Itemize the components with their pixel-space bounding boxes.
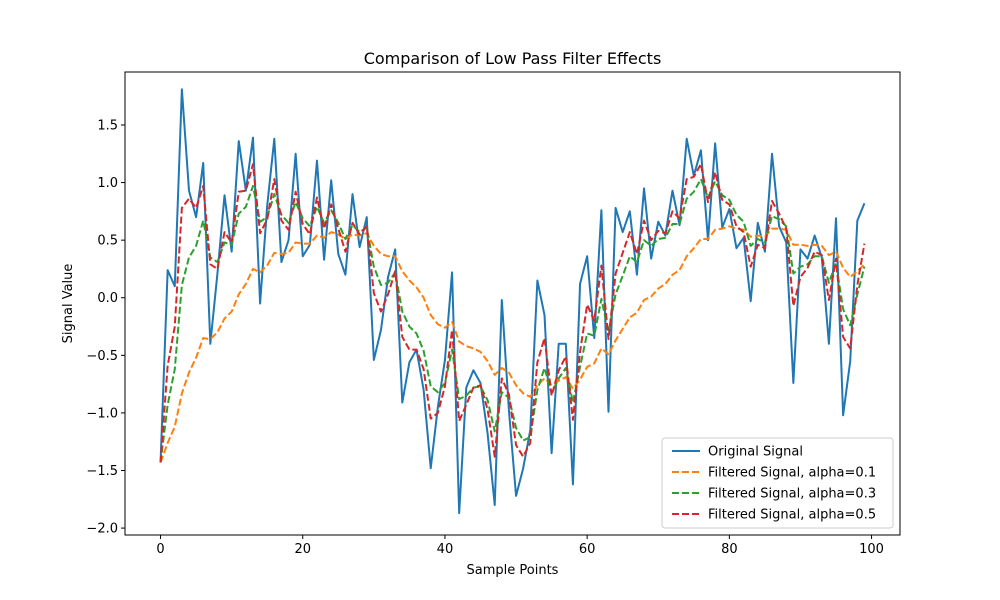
y-tick-label: 1.5 <box>97 118 118 133</box>
y-tick-label: −2.0 <box>86 522 118 537</box>
chart-title: Comparison of Low Pass Filter Effects <box>364 49 662 68</box>
legend-label-1: Original Signal <box>708 445 803 460</box>
x-axis-title: Sample Points <box>467 563 559 578</box>
y-tick-label: −1.0 <box>86 406 118 421</box>
legend-entries: Original Signal Filtered Signal, alpha=0.… <box>672 445 876 523</box>
y-tick-label: 0.5 <box>97 234 118 249</box>
legend-box <box>661 437 894 529</box>
legend-label-2: Filtered Signal, alpha=0.1 <box>708 466 876 481</box>
y-tick-label: 0.0 <box>97 291 118 306</box>
x-tick-label: 60 <box>579 542 596 557</box>
legend: Original Signal Filtered Signal, alpha=0.… <box>661 437 894 529</box>
x-axis: 0 20 40 60 80 100 <box>156 535 884 557</box>
series-line-4 <box>159 163 866 463</box>
series-line-2 <box>159 225 866 463</box>
y-tick-label: 1.0 <box>97 176 118 191</box>
series-layer <box>159 88 866 515</box>
legend-label-4: Filtered Signal, alpha=0.5 <box>708 508 876 523</box>
x-tick-label: 80 <box>721 542 738 557</box>
x-tick-label: 0 <box>156 542 164 557</box>
x-tick-label: 20 <box>294 542 311 557</box>
x-tick-label: 40 <box>437 542 454 557</box>
legend-label-3: Filtered Signal, alpha=0.3 <box>708 487 876 502</box>
x-tick-label: 100 <box>859 542 884 557</box>
plot-frame <box>124 71 901 536</box>
y-axis: −2.0 −1.5 −1.0 −0.5 0.0 0.5 1.0 1.5 <box>86 118 125 537</box>
y-axis-title: Signal Value <box>61 264 76 344</box>
y-tick-label: −1.5 <box>86 464 118 479</box>
y-tick-label: −0.5 <box>86 349 118 364</box>
